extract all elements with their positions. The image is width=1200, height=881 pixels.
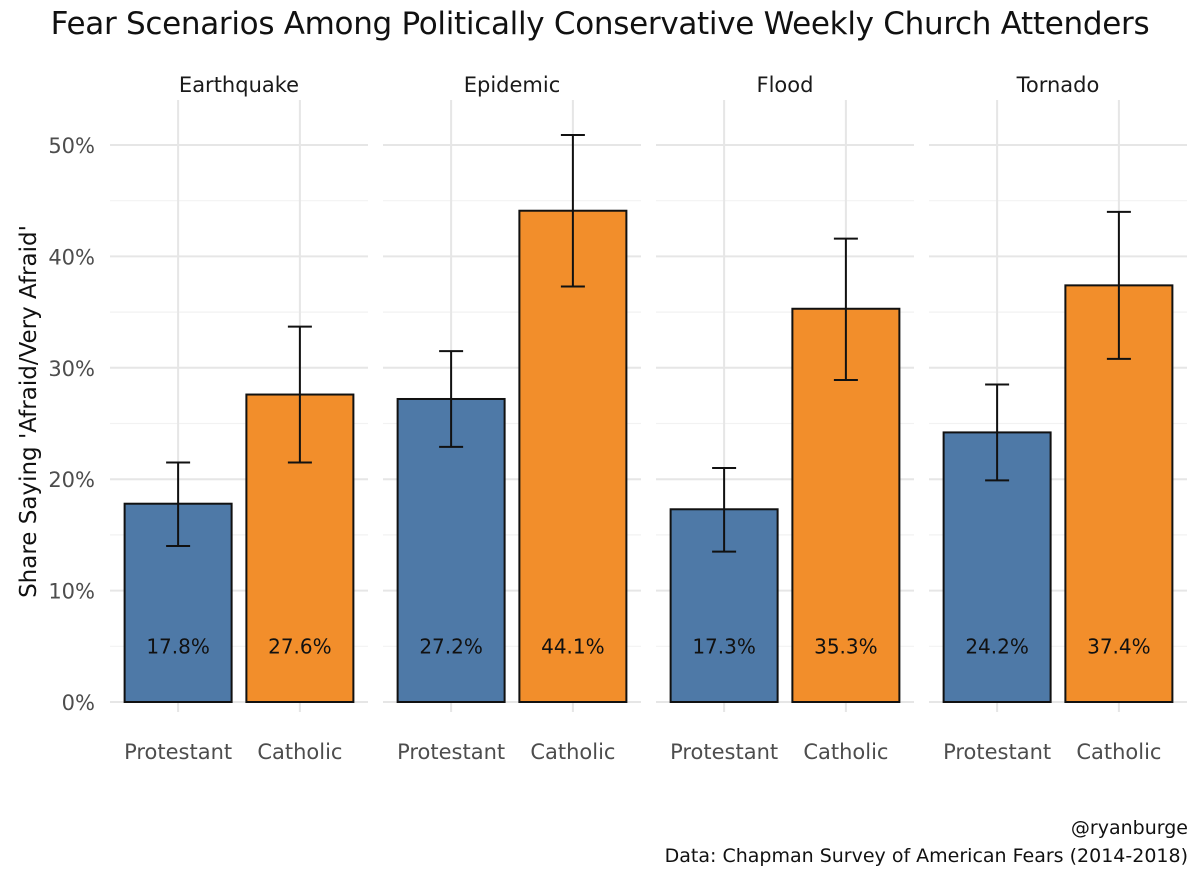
x-tick-label: Catholic [1076, 740, 1161, 764]
y-tick-label: 50% [48, 134, 95, 158]
chart-title: Fear Scenarios Among Politically Conserv… [50, 6, 1150, 42]
x-tick-label: Protestant [670, 740, 778, 764]
y-tick-label: 0% [62, 691, 95, 715]
y-tick-label: 30% [48, 357, 95, 381]
bar-epidemic-protestant [396, 397, 506, 703]
x-tick-label: Catholic [530, 740, 615, 764]
y-tick-label: 40% [48, 245, 95, 269]
data-label: 35.3% [814, 634, 878, 658]
bar-earthquake-protestant [123, 502, 233, 704]
bar-epidemic-catholic [518, 209, 628, 703]
data-label: 37.4% [1087, 634, 1151, 658]
data-label: 17.3% [692, 634, 756, 658]
x-tick-label: Catholic [257, 740, 342, 764]
x-tick-label: Protestant [397, 740, 505, 764]
caption: @ryanburge Data: Chapman Survey of Ameri… [665, 814, 1188, 870]
facet-label-epidemic: Epidemic [464, 73, 561, 97]
facet-label-flood: Flood [757, 73, 814, 97]
data-label: 44.1% [541, 634, 605, 658]
caption-handle: @ryanburge [1070, 817, 1188, 839]
y-tick-label: 20% [48, 468, 95, 492]
data-label: 24.2% [965, 634, 1029, 658]
y-axis-title: Share Saying 'Afraid/Very Afraid' [16, 225, 42, 598]
facet-label-tornado: Tornado [1016, 73, 1100, 97]
data-label: 17.8% [146, 634, 210, 658]
y-tick-label: 10% [48, 580, 95, 604]
x-tick-label: Catholic [803, 740, 888, 764]
caption-source: Data: Chapman Survey of American Fears (… [664, 845, 1188, 867]
data-label: 27.2% [419, 634, 483, 658]
data-label: 27.6% [268, 634, 332, 658]
x-tick-label: Protestant [124, 740, 232, 764]
facet-label-earthquake: Earthquake [179, 73, 299, 97]
x-tick-label: Protestant [943, 740, 1051, 764]
